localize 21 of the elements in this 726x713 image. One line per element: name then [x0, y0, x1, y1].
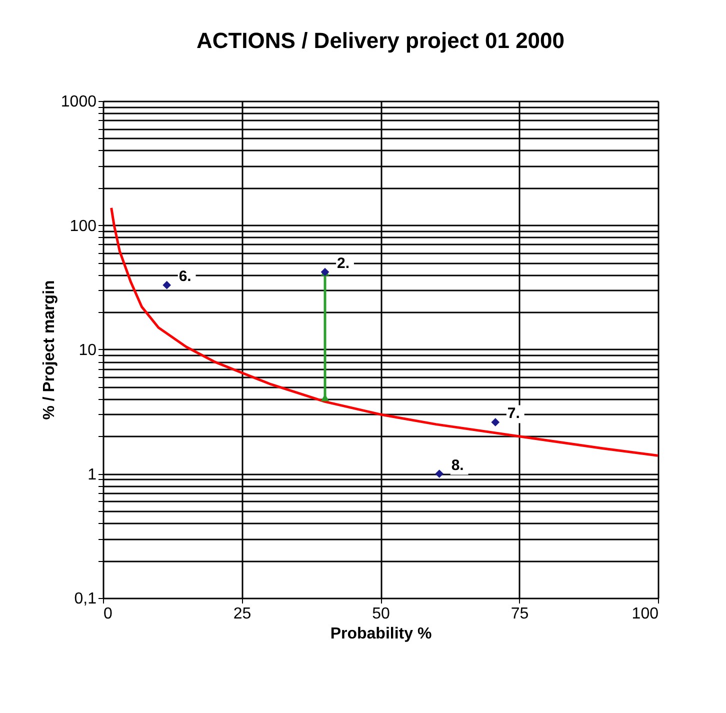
x-tick-label: 75 [510, 606, 529, 622]
x-tick-label: 50 [372, 606, 390, 622]
annotation: 7. [507, 405, 520, 422]
annotation: 6. [178, 268, 192, 286]
x-tick-label: 100 [632, 606, 659, 622]
x-tick-label: 25 [233, 606, 252, 622]
annotation: 2. [337, 255, 350, 272]
y-tick-label: 10 [78, 342, 97, 359]
chart-title: ACTIONS / Delivery project 01 2000 [196, 28, 565, 53]
y-tick-label: 1000 [60, 94, 97, 110]
x-axis-title: Probability % [330, 626, 432, 642]
y-tick-label: 0,1 [74, 590, 97, 608]
y-tick-label: 100 [70, 218, 97, 235]
y-tick-label: 1 [88, 466, 97, 484]
point [435, 470, 444, 478]
line-series [110, 206, 660, 457]
annotation: 8. [451, 456, 464, 474]
x-tick-label: 0 [104, 606, 112, 622]
point [162, 280, 172, 290]
y-axis-title: % / Project margin [40, 280, 58, 420]
point [491, 418, 500, 426]
